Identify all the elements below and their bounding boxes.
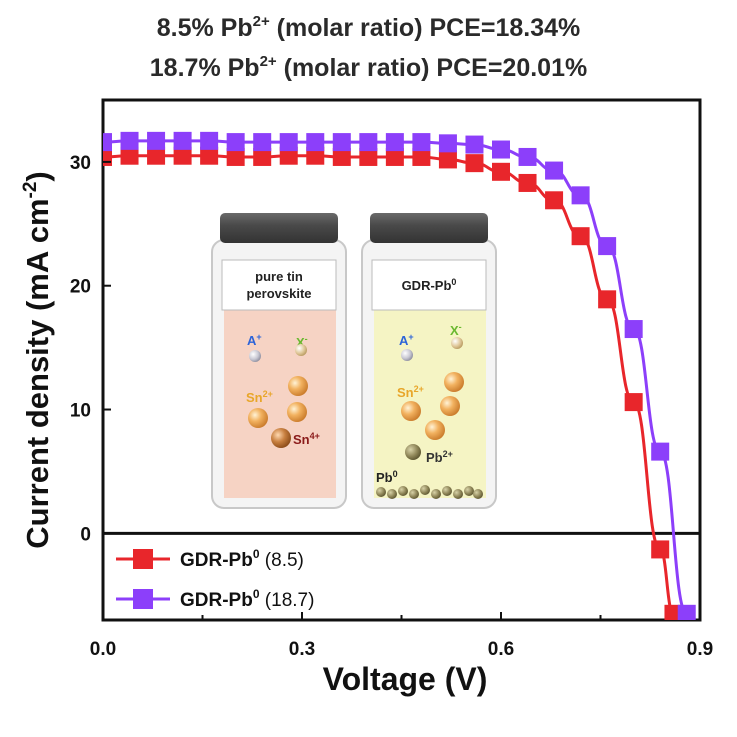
series-2-point — [545, 161, 564, 180]
series-2-point — [103, 133, 112, 152]
x-axis-label: Voltage (V) — [323, 661, 488, 697]
series-1-point — [147, 146, 166, 165]
series-2-point — [598, 237, 617, 256]
sn-ball — [401, 401, 421, 421]
x-tick-label: 0.3 — [289, 639, 315, 660]
vial-label-gdr: GDR-Pb0 — [402, 277, 457, 293]
ion-pb2-label: Pb2+ — [426, 449, 453, 465]
sn4-ball — [271, 428, 291, 448]
series-1-point — [200, 146, 219, 165]
series-1-point — [438, 150, 457, 169]
ion-pb0-label: Pb0 — [376, 469, 398, 485]
series-1-point — [332, 147, 351, 166]
series-2-point — [306, 133, 325, 152]
series-2-point — [677, 604, 696, 620]
pb0-sediment — [376, 485, 483, 499]
series-2-point — [200, 131, 219, 150]
y-tick-label: 30 — [70, 153, 91, 174]
series-1-point — [492, 162, 510, 181]
x-tick-label: 0.9 — [687, 639, 713, 660]
series-1-point — [103, 147, 112, 166]
ion-x-label: X- — [296, 334, 308, 350]
series-1-point — [173, 146, 192, 165]
series-1-point — [120, 146, 139, 165]
series-1-point — [306, 146, 325, 165]
ion-sn4-label: Sn4+ — [293, 431, 320, 447]
sn-ball — [440, 396, 460, 416]
vial-liquid-left — [224, 306, 336, 498]
y-tick-label: 0 — [80, 524, 91, 545]
sn-ball — [287, 402, 307, 422]
vial-liquid-right — [374, 306, 486, 498]
legend-marker-1 — [133, 549, 153, 569]
series-2-point — [253, 133, 272, 152]
series-2-point — [226, 133, 245, 152]
series-1-point — [385, 147, 404, 166]
legend-label-2: GDR-Pb0 (18.7) — [180, 587, 314, 611]
y-axis-label: Current density (mA cm-2) — [20, 171, 55, 548]
series-2-point — [279, 133, 298, 152]
series-1-point — [465, 154, 484, 173]
series-2-point — [465, 135, 484, 154]
vial-cap-right — [370, 213, 488, 243]
chart-title-line-2: 18.7% Pb2+ (molar ratio) PCE=20.01% — [149, 53, 588, 82]
y-tick-label: 20 — [70, 277, 91, 298]
series-2-point — [385, 133, 404, 152]
series-2-point — [359, 133, 378, 152]
sn-ball — [288, 376, 308, 396]
pb2-ball — [405, 444, 421, 460]
series-1-point — [412, 147, 431, 166]
series-1-point — [226, 147, 245, 166]
vial-gdr-pb0: GDR-Pb0 A+ X- Sn2+ Pb2+ Pb0 — [361, 213, 497, 509]
series-2-point — [571, 186, 590, 205]
ion-a-ball — [401, 349, 413, 361]
series-2-point — [518, 147, 537, 166]
x-tick-label: 0.6 — [488, 639, 514, 660]
sn-ball — [425, 420, 445, 440]
inset-illustration: pure tin perovskite A+ X- Sn2+ Sn4+ GDR-… — [211, 213, 497, 509]
ion-x-label: X- — [450, 322, 462, 338]
series-2-point — [332, 133, 351, 152]
series-1-point — [279, 146, 298, 165]
ion-sn2-label: Sn2+ — [397, 384, 424, 400]
ion-x-ball — [451, 337, 463, 349]
sn-ball — [248, 408, 268, 428]
sn-ball — [444, 372, 464, 392]
series-2-point — [173, 131, 192, 150]
series-1-point — [624, 393, 643, 412]
series-1-point — [651, 540, 670, 559]
series-1-point — [359, 147, 378, 166]
vial-cap-left — [220, 213, 338, 243]
x-tick-label: 0.0 — [90, 639, 116, 660]
series-1-point — [598, 290, 617, 309]
series-2-point — [624, 320, 643, 339]
series-2-point — [438, 134, 457, 153]
series-2-point — [120, 131, 139, 150]
ion-a-label: A+ — [247, 332, 262, 348]
legend-marker-2 — [133, 589, 153, 609]
ion-x-ball — [295, 344, 307, 356]
series-1-point — [545, 191, 564, 210]
series-2-point — [651, 442, 670, 461]
series-1-point — [518, 173, 537, 192]
ion-sn2-label: Sn2+ — [246, 389, 273, 405]
y-tick-label: 10 — [70, 401, 91, 422]
legend-label-1: GDR-Pb0 (8.5) — [180, 547, 304, 571]
series-2-point — [412, 133, 431, 152]
chart-title-line-1: 8.5% Pb2+ (molar ratio) PCE=18.34% — [156, 13, 581, 42]
series-1-point — [253, 147, 272, 166]
vial-label-line1: pure tin — [255, 269, 303, 284]
ion-a-label: A+ — [399, 332, 414, 348]
vial-pure-tin: pure tin perovskite A+ X- Sn2+ Sn4+ — [211, 213, 347, 509]
series-2-point — [147, 131, 166, 150]
series-1-point — [571, 227, 590, 246]
vial-label-line2: perovskite — [246, 286, 311, 301]
series-2-point — [492, 140, 510, 159]
ion-a-ball — [249, 350, 261, 362]
